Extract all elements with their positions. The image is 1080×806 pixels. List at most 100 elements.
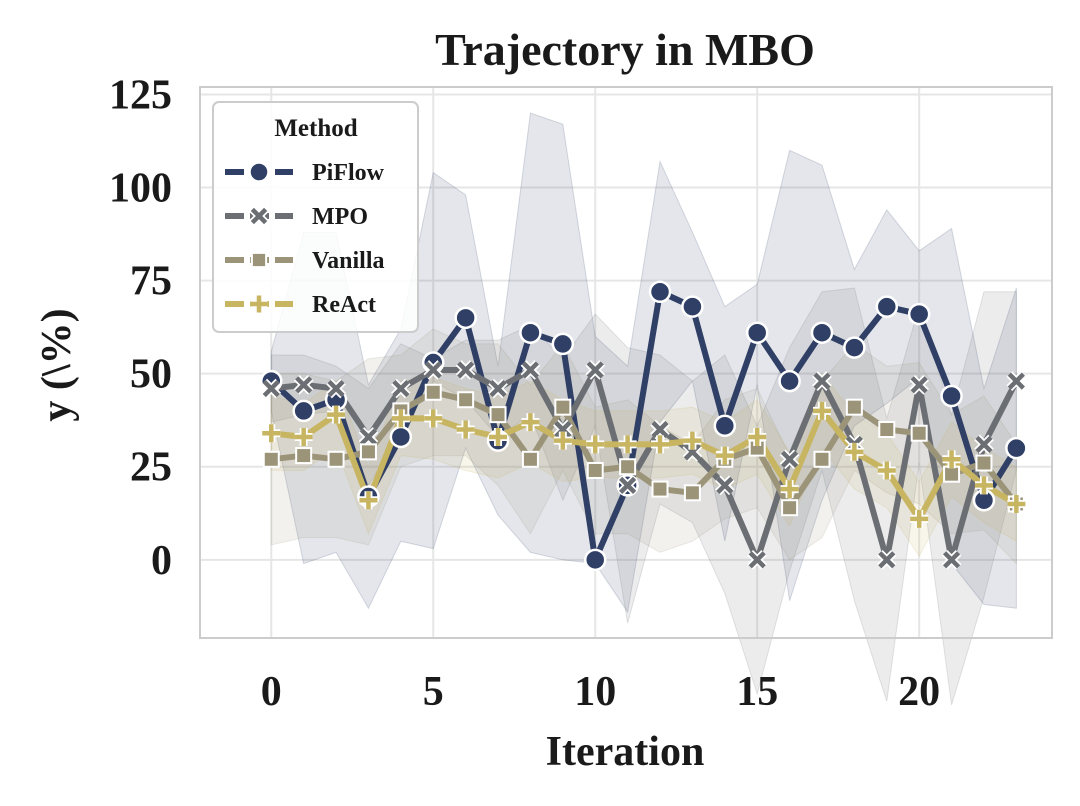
y-tick-labels: 0 25 50 75 100 125 — [109, 72, 172, 583]
point-vanilla — [975, 454, 993, 472]
y-tick-label: 100 — [109, 166, 172, 212]
point-piflow — [940, 384, 963, 408]
point-mpo — [682, 442, 703, 462]
legend: Method PiFlow MPO Vanilla ReAct — [212, 101, 419, 333]
point-vanilla — [619, 458, 637, 476]
point-mpo — [358, 427, 379, 447]
point-mpo — [1006, 371, 1027, 391]
x-tick-label: 5 — [423, 669, 444, 715]
point-react — [456, 420, 475, 439]
point-react — [424, 409, 443, 428]
plot-frame — [199, 86, 1053, 639]
point-piflow — [745, 321, 769, 344]
point-react — [974, 476, 993, 495]
point-mpo — [520, 360, 541, 380]
legend-item-react: ReAct — [225, 292, 376, 318]
point-vanilla — [586, 461, 604, 479]
point-react — [845, 442, 864, 461]
point-react — [489, 427, 508, 446]
point-piflow — [843, 336, 866, 359]
point-vanilla — [554, 398, 572, 416]
point-mpo — [261, 378, 282, 399]
x-tick-label: 15 — [736, 669, 778, 715]
legend-items: PiFlow MPO Vanilla ReAct — [225, 160, 385, 318]
point-piflow — [907, 302, 931, 326]
point-vanilla — [813, 450, 831, 468]
point-mpo — [876, 549, 897, 570]
point-piflow — [681, 295, 704, 318]
point-piflow — [389, 425, 413, 449]
point-vanilla — [845, 398, 863, 416]
legend-item-piflow: PiFlow — [225, 160, 385, 186]
point-react — [910, 509, 929, 528]
legend-marker-vanilla — [250, 251, 268, 269]
point-react — [748, 427, 767, 446]
point-react — [1007, 494, 1026, 513]
point-react — [521, 413, 540, 432]
point-piflow — [810, 321, 834, 344]
point-vanilla — [359, 443, 377, 461]
point-vanilla — [910, 424, 928, 442]
legend-item-mpo: MPO — [225, 204, 368, 230]
point-react — [553, 431, 572, 450]
point-piflow — [454, 306, 477, 330]
point-react — [586, 435, 605, 454]
legend-label-mpo: MPO — [312, 204, 368, 230]
point-mpo — [293, 375, 314, 395]
point-mpo — [455, 360, 476, 380]
point-piflow — [583, 548, 607, 572]
point-vanilla — [489, 406, 507, 424]
point-react — [780, 480, 799, 499]
markers-vanilla — [262, 383, 1025, 517]
point-vanilla — [683, 484, 701, 502]
point-mpo — [326, 378, 346, 399]
x-axis-label: Iteration — [546, 729, 705, 775]
point-mpo — [488, 378, 508, 399]
point-vanilla — [262, 450, 280, 468]
point-piflow — [1005, 436, 1028, 460]
y-tick-label: 0 — [151, 538, 172, 584]
point-vanilla — [327, 450, 345, 468]
point-mpo — [747, 549, 768, 570]
markers-mpo — [261, 360, 1027, 570]
point-mpo — [779, 449, 800, 470]
point-vanilla — [781, 499, 799, 517]
legend-title: Method — [274, 115, 357, 142]
point-vanilla — [651, 480, 669, 498]
point-vanilla — [295, 447, 313, 465]
y-axis-label: y (\%) — [34, 308, 80, 421]
point-react — [942, 450, 961, 469]
point-mpo — [650, 419, 670, 440]
point-react — [715, 446, 734, 465]
point-react — [262, 424, 281, 443]
point-mpo — [714, 475, 735, 496]
point-piflow — [292, 399, 315, 423]
legend-marker-piflow — [248, 161, 270, 183]
point-piflow — [551, 332, 575, 356]
point-react — [651, 435, 670, 454]
legend-label-vanilla: Vanilla — [312, 248, 384, 274]
band-piflow — [270, 112, 1017, 614]
point-mpo — [585, 360, 606, 380]
point-react — [327, 405, 346, 424]
point-mpo — [617, 475, 638, 496]
point-piflow — [648, 280, 672, 304]
point-mpo — [553, 419, 573, 440]
point-mpo — [941, 549, 962, 570]
point-react — [877, 461, 896, 480]
point-react — [391, 409, 410, 428]
point-vanilla — [424, 383, 442, 401]
y-tick-label: 50 — [130, 352, 172, 398]
point-mpo — [909, 375, 930, 395]
legend-marker-react — [250, 295, 268, 313]
chart-title: Trajectory in MBO — [435, 24, 815, 75]
point-react — [359, 491, 378, 510]
point-mpo — [423, 360, 444, 380]
point-vanilla — [878, 421, 896, 439]
x-tick-label: 10 — [574, 669, 616, 715]
legend-label-react: ReAct — [312, 292, 376, 318]
x-tick-label: 20 — [898, 669, 940, 715]
point-mpo — [391, 378, 411, 399]
x-tick-label: 0 — [261, 669, 282, 715]
